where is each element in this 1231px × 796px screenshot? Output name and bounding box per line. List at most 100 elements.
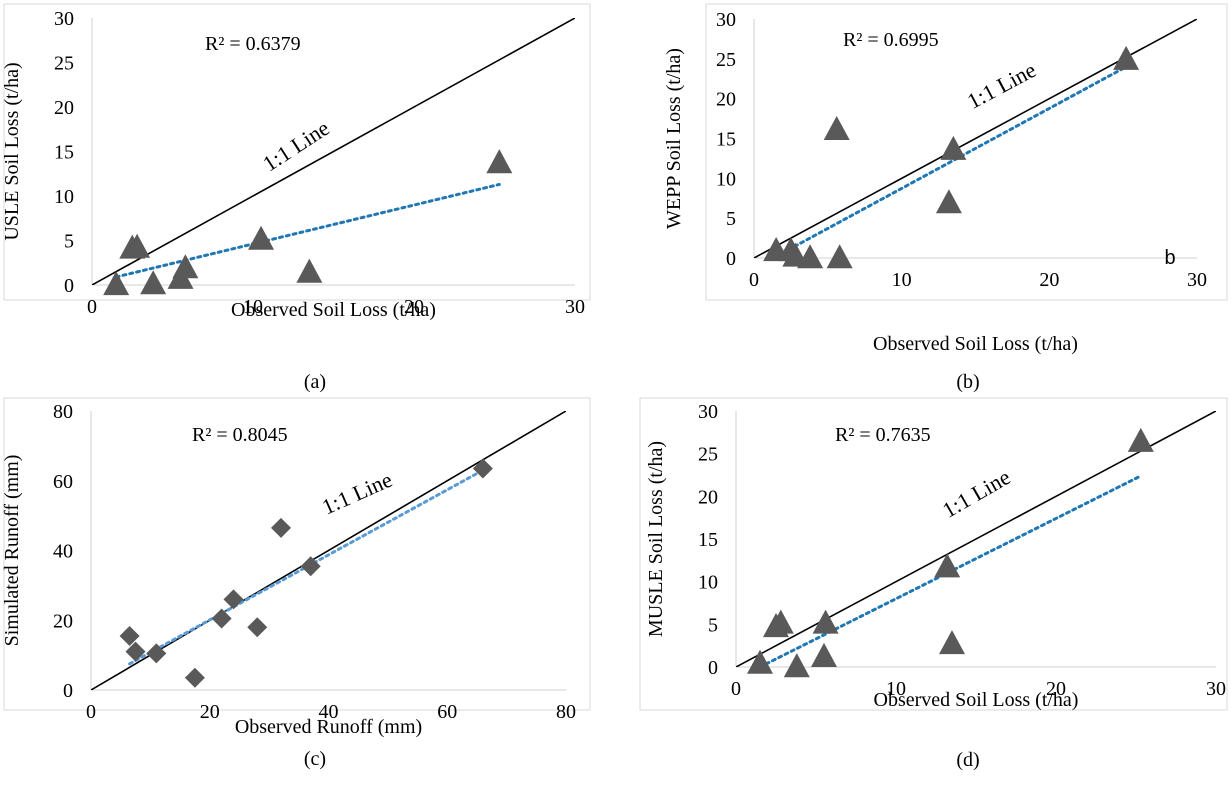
panel-caption: (d) xyxy=(956,749,979,771)
y-tick-label: 0 xyxy=(726,248,736,270)
data-point xyxy=(296,258,323,283)
one-to-one-label: 1:1 Line xyxy=(258,115,334,176)
panel-border xyxy=(639,397,1228,711)
data-point xyxy=(826,244,853,269)
panel-a: 0 10 20 30 0 5 10 15 20 25 30 Observed Soil Loss (t… xyxy=(1,3,591,393)
data-point xyxy=(783,653,810,678)
x-tick-label: 20 xyxy=(404,296,424,318)
one-to-one-label: 1:1 Line xyxy=(963,57,1040,114)
y-tick-label: 5 xyxy=(726,208,736,230)
one-to-one-label: 1:1 Line xyxy=(938,464,1015,523)
y-tick-label: 10 xyxy=(716,168,736,190)
data-point xyxy=(934,553,961,578)
r-squared-label: R² = 0.6379 xyxy=(205,33,301,55)
y-tick-label: 5 xyxy=(708,614,718,636)
data-point xyxy=(472,458,493,479)
y-tick-label: 15 xyxy=(698,529,718,551)
panel-border xyxy=(3,3,591,301)
y-tick-label: 20 xyxy=(53,610,73,632)
panel-letter-label: b xyxy=(1164,247,1175,269)
x-tick-label: 10 xyxy=(243,296,263,318)
y-tick-label: 0 xyxy=(64,275,74,297)
data-point xyxy=(119,625,140,646)
x-tick-label: 60 xyxy=(437,701,457,723)
x-tick-label: 0 xyxy=(731,678,741,700)
y-axis-label: Simulated Runoff (mm) xyxy=(1,455,23,647)
data-point xyxy=(1127,427,1154,452)
data-point xyxy=(247,617,268,638)
one-to-one-line xyxy=(91,411,566,690)
x-tick-label: 0 xyxy=(86,701,96,723)
y-tick-label: 15 xyxy=(54,142,74,164)
r-squared-label: R² = 0.7635 xyxy=(835,424,931,446)
y-tick-label: 60 xyxy=(53,471,73,493)
data-point xyxy=(248,225,275,250)
panel-caption: (a) xyxy=(304,371,326,393)
x-tick-label: 30 xyxy=(565,296,585,318)
data-point xyxy=(940,135,967,160)
y-tick-label: 20 xyxy=(716,89,736,111)
data-point xyxy=(811,642,837,667)
x-tick-label: 10 xyxy=(892,269,912,291)
y-axis-label: WEPP Soil Loss (t/ha) xyxy=(663,48,685,229)
x-tick-label: 0 xyxy=(749,269,759,291)
x-tick-label: 20 xyxy=(200,701,220,723)
x-tick-label: 20 xyxy=(1039,269,1059,291)
x-axis-label: Observed Soil Loss (t/ha) xyxy=(231,299,436,321)
data-point xyxy=(172,254,199,279)
trendline xyxy=(114,182,501,279)
y-tick-label: 10 xyxy=(698,572,718,594)
y-tick-label: 30 xyxy=(698,401,718,423)
x-axis-label: Observed Soil Loss (t/ha) xyxy=(874,689,1079,711)
y-tick-label: 25 xyxy=(716,49,736,71)
data-point xyxy=(812,609,839,634)
x-axis-label: Observed Soil Loss (t/ha) xyxy=(873,333,1078,355)
one-to-one-line xyxy=(736,411,1216,667)
r-squared-label: R² = 0.8045 xyxy=(192,424,288,446)
y-tick-label: 20 xyxy=(698,486,718,508)
x-tick-label: 20 xyxy=(1046,678,1066,700)
x-tick-label: 0 xyxy=(87,296,97,318)
y-tick-label: 25 xyxy=(54,53,74,75)
data-point xyxy=(823,115,850,140)
y-tick-label: 10 xyxy=(54,186,74,208)
y-tick-label: 5 xyxy=(64,231,74,253)
data-point xyxy=(211,608,232,629)
data-point xyxy=(140,270,167,295)
one-to-one-label: 1:1 Line xyxy=(318,467,396,520)
y-axis-label: MUSLE Soil Loss (t/ha) xyxy=(645,441,667,637)
data-point xyxy=(184,667,205,688)
data-point xyxy=(124,233,151,258)
x-tick-label: 80 xyxy=(556,701,576,723)
y-tick-label: 0 xyxy=(708,657,718,679)
trendline xyxy=(774,65,1128,258)
x-tick-label: 10 xyxy=(886,678,906,700)
data-point xyxy=(747,649,773,674)
y-axis-label: USLE Soil Loss (t/ha) xyxy=(1,62,23,240)
data-point xyxy=(797,244,824,269)
data-point xyxy=(1113,45,1140,70)
data-point xyxy=(486,149,513,174)
y-tick-label: 0 xyxy=(63,680,73,702)
panel-border xyxy=(3,397,591,711)
data-point xyxy=(103,271,130,296)
x-tick-label: 40 xyxy=(319,701,339,723)
panel-b: 0 10 20 30 0 5 10 15 20 25 30 Observed Soil Loss (t… xyxy=(663,3,1228,393)
data-point xyxy=(223,589,244,610)
y-tick-label: 40 xyxy=(53,541,73,563)
panel-c: 0 20 40 60 80 0 20 40 60 80 Observed Runoff (mm) Si… xyxy=(1,397,591,770)
panel-caption: (c) xyxy=(304,748,326,770)
x-axis-label: Observed Runoff (mm) xyxy=(235,716,422,738)
y-tick-label: 30 xyxy=(716,9,736,31)
data-point xyxy=(935,189,962,214)
data-point xyxy=(939,630,965,655)
x-tick-label: 30 xyxy=(1206,678,1226,700)
panel-caption: (b) xyxy=(956,371,979,393)
r-squared-label: R² = 0.6995 xyxy=(843,29,939,51)
data-point xyxy=(767,609,794,634)
trendline xyxy=(128,468,485,666)
panel-d: 0 10 20 30 0 5 10 15 20 25 30 Observed Soil Loss (t… xyxy=(639,397,1228,771)
data-point xyxy=(300,556,321,577)
data-point xyxy=(271,517,291,538)
y-tick-label: 15 xyxy=(716,129,736,151)
